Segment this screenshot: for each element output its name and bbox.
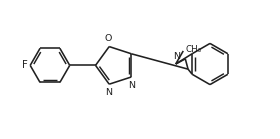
- Text: N: N: [128, 81, 135, 90]
- Text: F: F: [22, 60, 28, 70]
- Text: O: O: [104, 34, 111, 43]
- Text: N: N: [174, 52, 181, 61]
- Text: CH₃: CH₃: [185, 45, 202, 54]
- Text: N: N: [105, 88, 112, 97]
